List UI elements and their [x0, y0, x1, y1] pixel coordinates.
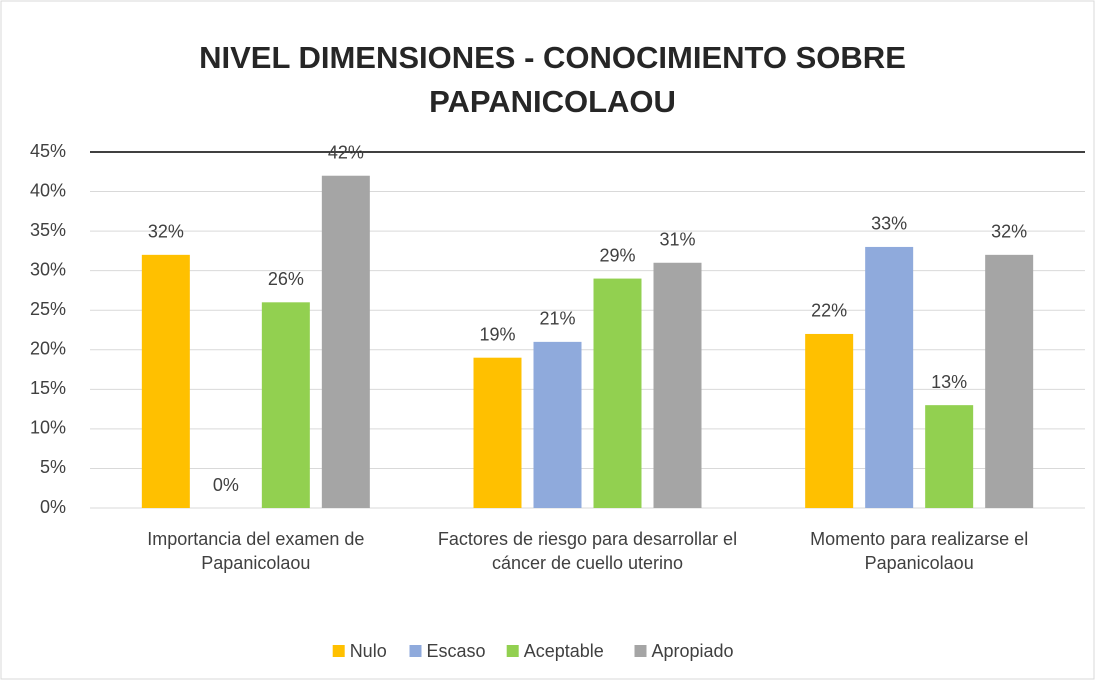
legend-label: Nulo [350, 641, 387, 661]
x-tick-label: Importancia del examen de Papanicolaou [147, 529, 365, 573]
y-tick-label: 40% [30, 180, 66, 200]
legend-swatch [332, 645, 345, 657]
legend-swatch [409, 645, 422, 657]
legend-swatch [506, 645, 519, 657]
y-tick-label: 30% [30, 259, 66, 279]
bar [593, 278, 642, 508]
x-tick-label: Factores de riesgo para desarrollar el c… [437, 529, 738, 573]
x-tick-label: Momento para realizarse el Papanicolaou [810, 529, 1029, 573]
data-label: 26% [268, 269, 304, 289]
legend-label: Apropiado [652, 641, 734, 661]
bar [805, 333, 854, 508]
bar [985, 254, 1034, 508]
bar [925, 405, 974, 508]
bar [261, 302, 310, 508]
legend-swatch [634, 645, 647, 657]
y-tick-label: 10% [30, 418, 66, 438]
bar [473, 357, 522, 508]
legend-label: Aceptable [524, 641, 604, 661]
legend-label: Escaso [427, 641, 486, 661]
data-label: 19% [479, 324, 515, 344]
data-label: 0% [213, 475, 239, 495]
data-label: 29% [599, 245, 635, 265]
data-label: 31% [659, 230, 695, 250]
data-label: 32% [991, 222, 1027, 242]
data-label: 13% [931, 372, 967, 392]
y-tick-label: 35% [30, 220, 66, 240]
bar [321, 175, 370, 508]
data-label: 33% [871, 214, 907, 234]
y-tick-label: 0% [40, 497, 66, 517]
y-tick-label: 45% [30, 141, 66, 161]
data-label: 22% [811, 301, 847, 321]
data-label: 42% [328, 142, 364, 162]
y-tick-label: 20% [30, 339, 66, 359]
y-tick-label: 25% [30, 299, 66, 319]
chart-title: NIVEL DIMENSIONES - CONOCIMIENTO SOBRE P… [199, 40, 906, 119]
data-label: 32% [148, 222, 184, 242]
y-tick-label: 5% [40, 457, 66, 477]
bar [141, 254, 190, 508]
bar [653, 262, 702, 508]
y-tick-label: 15% [30, 378, 66, 398]
data-label: 21% [539, 309, 575, 329]
bar [865, 246, 914, 508]
bar [533, 341, 582, 508]
